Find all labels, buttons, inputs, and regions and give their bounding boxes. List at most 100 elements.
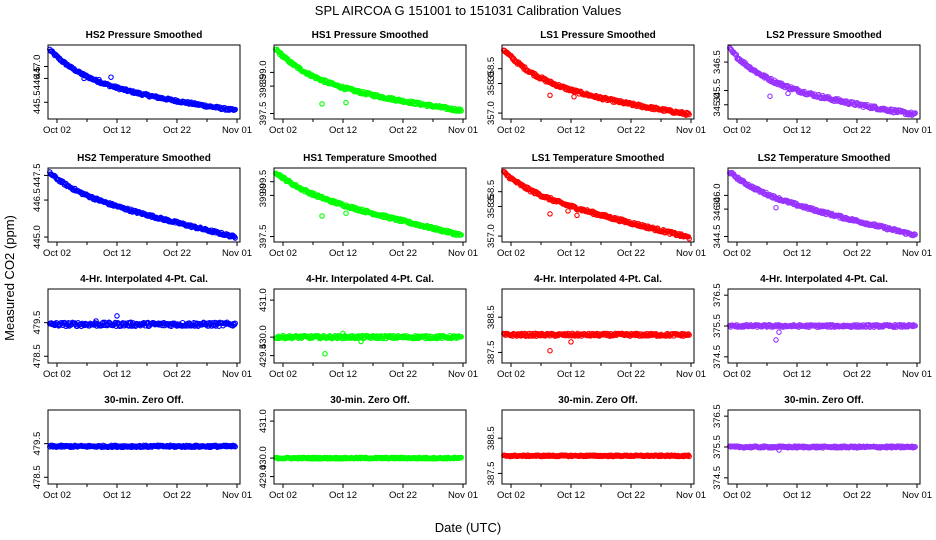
- x-tick-label: Oct 12: [557, 248, 585, 259]
- data-point: [458, 334, 464, 340]
- outlier-point: [319, 213, 325, 219]
- chart-panel-1: HS2 Pressure Smoothed Oct 02 Oct 12 Oct 22 N…: [32, 30, 252, 136]
- x-tick-label: Oct 12: [103, 125, 131, 136]
- x-tick-label: Oct 22: [843, 125, 871, 136]
- chart-panel-2: HS1 Pressure Smoothed Oct 02 Oct 12 Oct 22 N…: [258, 30, 478, 136]
- y-tick-label: 344.5: [712, 225, 723, 249]
- x-tick-label: Oct 12: [329, 369, 357, 380]
- figure-title: SPL AIRCOA G 151001 to 151031 Calibratio…: [315, 3, 622, 18]
- x-tick-label: Oct 12: [329, 125, 357, 136]
- chart-panel-14: 30-min. Zero Off. Oct 02 Oct 12 Oct 22 Nov 0…: [258, 395, 478, 501]
- y-tick-label: 346.5: [712, 50, 723, 74]
- x-tick-label: Nov 01: [222, 125, 252, 136]
- data-series: [501, 452, 692, 460]
- y-tick-label: 446.5: [32, 67, 43, 91]
- figure-xlabel: Date (UTC): [435, 520, 501, 535]
- y-tick-label: 357.0: [486, 101, 497, 125]
- outlier-point: [96, 76, 102, 83]
- x-tick-label: Oct 12: [783, 248, 811, 259]
- y-tick-label: 397.5: [258, 102, 269, 126]
- outlier-point: [547, 92, 553, 99]
- x-tick-label: Oct 12: [557, 369, 585, 380]
- plot-frame: [273, 167, 467, 243]
- outlier-point: [773, 204, 779, 211]
- outlier-point: [108, 74, 114, 80]
- y-tick-label: 429.5: [258, 344, 269, 368]
- data-point: [458, 232, 464, 238]
- x-tick-label: Oct 02: [723, 248, 751, 259]
- x-tick-label: Oct 22: [617, 125, 645, 136]
- outlier-point: [343, 99, 349, 106]
- chart-panel-12: 4-Hr. Interpolated 4-Pt. Cal. Oct 02 Oct 1…: [712, 274, 932, 380]
- x-tick-label: Oct 12: [103, 490, 131, 501]
- y-tick-label: 399.0: [258, 61, 269, 85]
- panel-title: HS1 Temperature Smoothed: [303, 153, 437, 164]
- y-tick-label: 376.5: [712, 404, 723, 428]
- x-tick-label: Oct 02: [43, 125, 71, 136]
- x-tick-label: Oct 12: [783, 490, 811, 501]
- outlier-point: [114, 313, 120, 319]
- chart-panel-8: LS2 Temperature Smoothed Oct 02 Oct 12 Oct …: [712, 153, 932, 259]
- chart-panel-16: 30-min. Zero Off. Oct 02 Oct 12 Oct 22 Nov 0…: [712, 395, 932, 501]
- outlier-point: [343, 210, 349, 216]
- x-tick-label: Nov 01: [902, 248, 932, 259]
- x-tick-label: Oct 22: [843, 248, 871, 259]
- y-tick-label: 388.5: [486, 426, 497, 450]
- y-tick-label: 478.5: [32, 465, 43, 489]
- data-series: [273, 330, 464, 357]
- x-tick-label: Nov 01: [222, 369, 252, 380]
- y-tick-label: 445.0: [32, 225, 43, 249]
- x-tick-label: Oct 22: [389, 490, 417, 501]
- figure-ylabel: Measured CO2 (ppm): [2, 215, 17, 341]
- panel-title: LS2 Pressure Smoothed: [766, 30, 882, 41]
- plot-frame: [501, 167, 695, 243]
- panel-title: 30-min. Zero Off.: [104, 395, 184, 406]
- plot-frame: [501, 288, 695, 364]
- x-tick-label: Oct 22: [389, 369, 417, 380]
- data-series: [47, 313, 238, 330]
- plot-frame: [47, 167, 241, 243]
- x-tick-label: Nov 01: [222, 490, 252, 501]
- x-tick-label: Nov 01: [222, 248, 252, 259]
- panel-title: 4-Hr. Interpolated 4-Pt. Cal.: [80, 274, 208, 285]
- data-series: [273, 454, 464, 462]
- data-point: [912, 323, 918, 329]
- y-tick-label: 387.5: [486, 462, 497, 486]
- panel-title: LS1 Pressure Smoothed: [540, 30, 656, 41]
- data-point: [912, 110, 918, 116]
- plot-frame: [727, 44, 921, 120]
- x-tick-label: Oct 22: [843, 490, 871, 501]
- panel-title: 30-min. Zero Off.: [330, 395, 410, 406]
- outlier-point: [340, 330, 346, 337]
- x-tick-label: Oct 02: [723, 369, 751, 380]
- outlier-point: [773, 337, 779, 343]
- x-tick-label: Oct 02: [269, 369, 297, 380]
- outlier-point: [547, 347, 553, 354]
- panel-title: HS2 Temperature Smoothed: [77, 153, 211, 164]
- data-point: [686, 332, 692, 338]
- y-tick-label: 446.5: [32, 188, 43, 212]
- outlier-point: [574, 212, 580, 219]
- panel-title: HS1 Pressure Smoothed: [312, 30, 429, 41]
- y-tick-label: 387.5: [486, 341, 497, 365]
- y-tick-label: 398.5: [258, 74, 269, 98]
- x-tick-label: Nov 01: [676, 125, 706, 136]
- chart-panel-10: 4-Hr. Interpolated 4-Pt. Cal. Oct 02 Oct 1…: [258, 274, 478, 380]
- panel-grid: HS2 Pressure Smoothed Oct 02 Oct 12 Oct 22 N…: [32, 30, 932, 501]
- plot-frame: [501, 409, 695, 485]
- x-tick-label: Nov 01: [448, 248, 478, 259]
- x-tick-label: Nov 01: [902, 125, 932, 136]
- y-tick-label: 358.5: [486, 180, 497, 204]
- y-tick-label: 375.5: [712, 435, 723, 459]
- x-tick-label: Nov 01: [902, 369, 932, 380]
- outlier-point: [322, 351, 328, 357]
- x-tick-label: Oct 22: [843, 369, 871, 380]
- chart-panel-7: LS1 Temperature Smoothed Oct 02 Oct 12 Oct …: [486, 153, 706, 259]
- y-tick-label: 431.0: [258, 288, 269, 312]
- x-tick-label: Oct 22: [163, 369, 191, 380]
- x-tick-label: Oct 02: [43, 490, 71, 501]
- x-tick-label: Oct 22: [163, 125, 191, 136]
- x-tick-label: Oct 12: [329, 490, 357, 501]
- chart-panel-11: 4-Hr. Interpolated 4-Pt. Cal. Oct 02 Oct 1…: [486, 274, 706, 380]
